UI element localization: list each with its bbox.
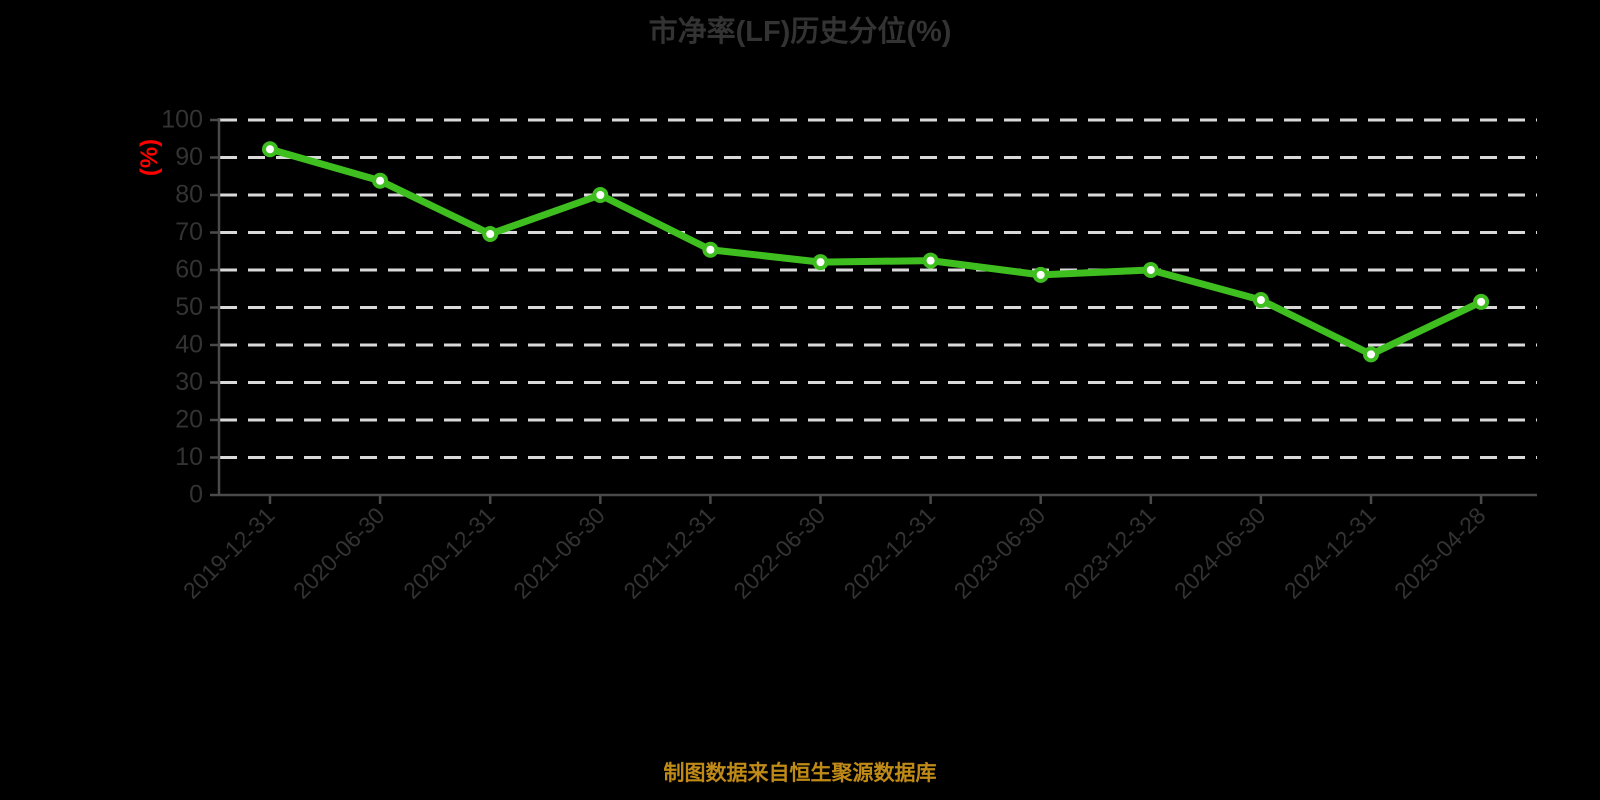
x-axis-tick-label: 2021-12-31	[618, 502, 720, 604]
y-axis-tick-label: 100	[161, 106, 203, 134]
data-point-marker	[1252, 292, 1269, 308]
x-axis-tick-label: 2024-12-31	[1279, 502, 1381, 604]
data-point-marker	[812, 254, 829, 271]
y-axis-tick-label: 20	[175, 406, 203, 434]
data-point-marker	[1142, 262, 1159, 278]
y-axis-ticks-group: 0 10 20 30 40 50 60 70 80 90 100	[161, 106, 219, 509]
x-axis-tick-label: 2020-12-31	[398, 502, 500, 604]
x-axis-tick-label: 2021-06-30	[508, 502, 610, 604]
y-axis-tick-label: 70	[175, 218, 203, 246]
x-axis-tick-label: 2020-06-30	[288, 502, 390, 604]
y-axis-tick-label: 10	[175, 443, 203, 471]
y-axis-tick-label: 80	[175, 181, 203, 209]
x-axis-tick-label: 2022-12-31	[839, 502, 941, 604]
data-point-marker	[922, 252, 939, 269]
gridlines-group	[220, 118, 1537, 459]
data-point-marker	[1473, 293, 1490, 310]
x-axis-tick-label: 2023-06-30	[949, 502, 1051, 604]
x-axis-tick-label: 2025-04-28	[1389, 502, 1491, 604]
series-line	[266, 145, 1485, 358]
y-axis-unit-group: (%)	[136, 139, 163, 176]
data-point-marker	[482, 226, 499, 242]
y-axis-tick-label: 60	[175, 256, 203, 284]
data-point-marker	[592, 187, 609, 203]
x-axis-ticks-group: 2019-12-31 2020-06-30 2020-12-31 2021-06-30…	[178, 495, 1491, 604]
x-axis-tick-label: 2019-12-31	[178, 502, 280, 604]
y-axis-tick-label: 40	[175, 331, 203, 359]
data-point-marker	[1363, 346, 1379, 363]
data-series-group	[262, 141, 1490, 363]
footer-source-note: 制图数据来自恒生聚源数据库	[663, 762, 937, 785]
x-axis-tick-label: 2022-06-30	[728, 502, 830, 604]
chart-title: 市净率(LF)历史分位(%)	[648, 16, 952, 48]
y-axis-unit-label: (%)	[136, 139, 163, 176]
x-axis-tick-label: 2023-12-31	[1059, 502, 1161, 604]
y-axis-tick-label: 30	[175, 368, 203, 396]
data-point-marker	[1032, 266, 1049, 283]
y-axis-tick-label: 0	[189, 481, 203, 509]
y-axis-tick-label: 90	[175, 143, 203, 171]
data-point-marker	[262, 141, 278, 158]
y-axis-tick-label: 50	[175, 293, 203, 321]
x-axis-tick-label: 2024-06-30	[1169, 502, 1271, 604]
data-point-marker	[702, 241, 719, 258]
data-point-marker	[372, 172, 389, 189]
